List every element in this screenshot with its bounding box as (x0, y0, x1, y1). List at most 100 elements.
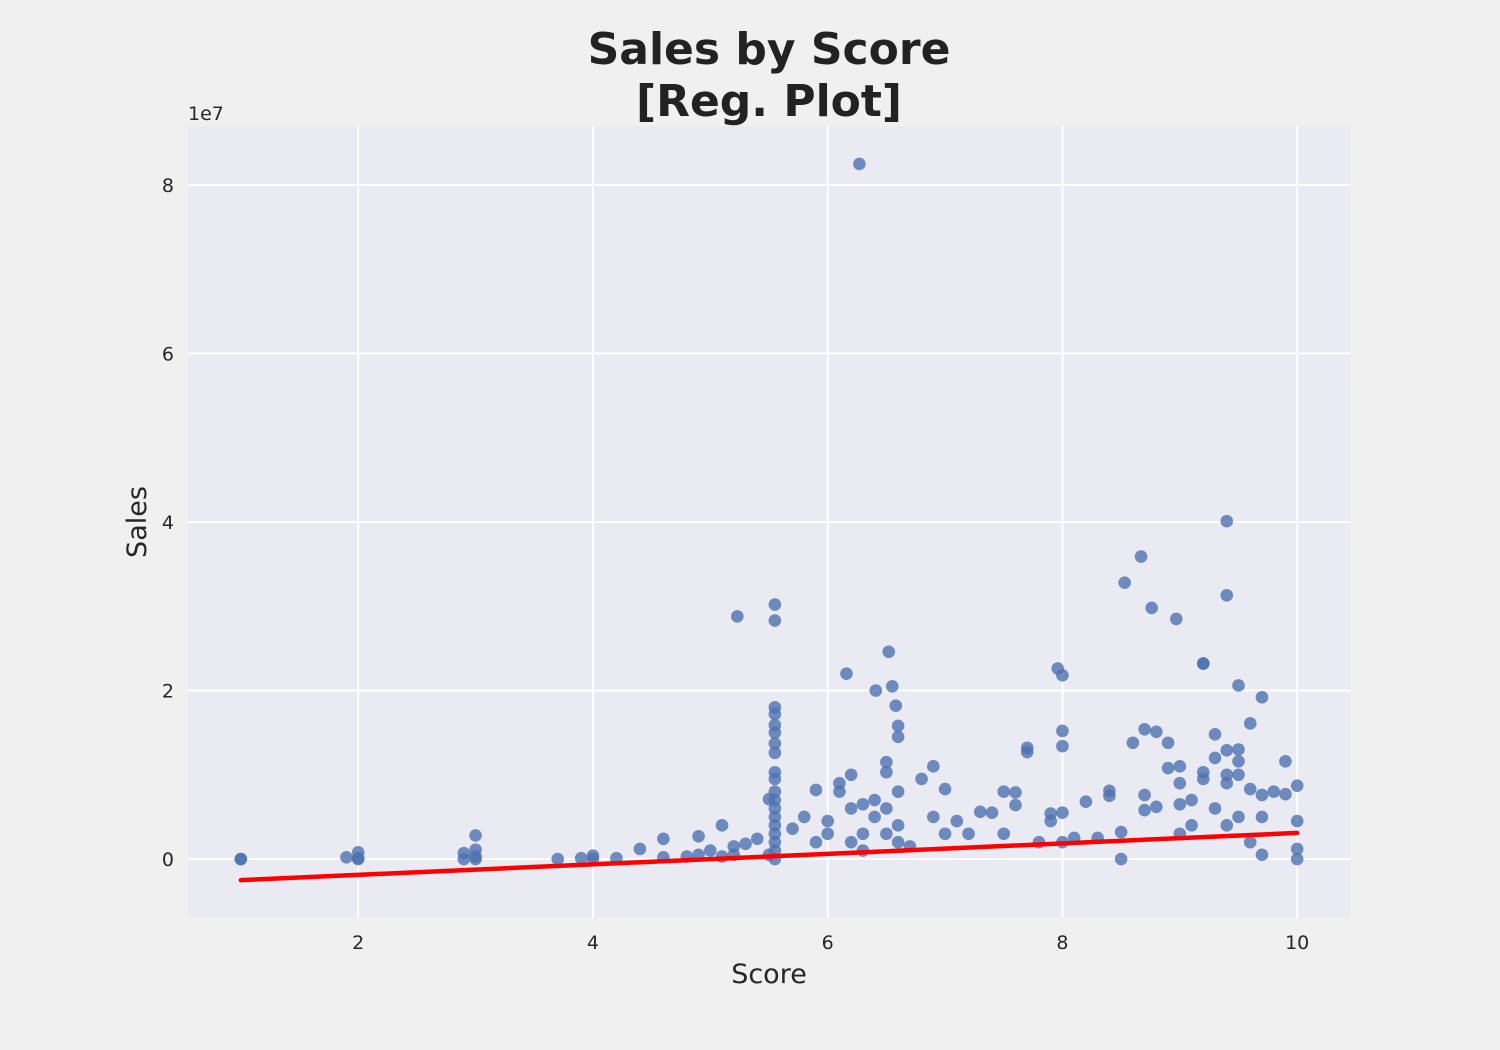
scatter-point (927, 760, 940, 773)
scatter-point (768, 614, 782, 627)
scatter-point (1290, 842, 1304, 856)
scatter-point (880, 765, 893, 779)
scatter-point (938, 827, 952, 841)
scatter-point (1220, 768, 1234, 782)
scatter-point (950, 814, 964, 828)
scatter-point (1169, 612, 1183, 626)
scatter-point (469, 843, 482, 857)
scatter-point (891, 730, 905, 744)
scatter-point (821, 814, 834, 828)
scatter-point (1134, 550, 1148, 563)
scatter-point (1232, 743, 1245, 756)
scatter-point (973, 805, 987, 819)
scatter-point (868, 810, 881, 824)
scatter-point (1232, 768, 1245, 782)
x-tick-label: 10 (1285, 932, 1309, 954)
regression-line-group (238, 830, 1300, 883)
scatter-point (1290, 852, 1304, 866)
scatter-point (868, 793, 881, 807)
regression-line (238, 830, 1300, 883)
scatter-point (1279, 754, 1292, 768)
scatter-point (469, 829, 482, 842)
scatter-point (1243, 717, 1257, 730)
scatter-point (997, 785, 1011, 798)
chart-title-line-2: [Reg. Plot] (636, 76, 902, 127)
scatter-point (997, 827, 1011, 841)
scatter-point (915, 772, 928, 786)
grid-lines (188, 126, 1350, 918)
scatter-point (768, 701, 782, 714)
x-axis-label: Score (731, 959, 807, 990)
scatter-point (1255, 848, 1269, 862)
scatter-point (715, 819, 729, 832)
scatter-point (891, 835, 905, 849)
scatter-point (340, 851, 353, 864)
scatter-point (1196, 765, 1210, 779)
scatter-point (1220, 744, 1234, 757)
scatter-point (840, 667, 853, 680)
scatter-point (1243, 782, 1257, 796)
scatter-point (731, 610, 744, 623)
scatter-point (1145, 601, 1158, 615)
scatter-point (1138, 788, 1151, 802)
scatter-point (809, 835, 823, 849)
scatter-point (891, 719, 905, 733)
scatter-point (234, 852, 248, 866)
scatter-point (1208, 802, 1222, 815)
scatter-point (844, 768, 858, 782)
scatter-point (1290, 779, 1304, 793)
scatter-point (692, 829, 705, 843)
scatter-point (844, 835, 858, 849)
scatter-point (853, 157, 866, 171)
y-axis-offset-label: 1e7 (188, 103, 224, 125)
scatter-point (1103, 784, 1116, 798)
x-tick-label: 4 (587, 932, 599, 954)
scatter-point (768, 765, 782, 779)
scatter-point (1009, 786, 1022, 799)
scatter-point (633, 842, 647, 856)
y-tick-label: 6 (162, 343, 174, 365)
scatter-point (1138, 803, 1151, 817)
scatter-point (586, 849, 600, 862)
scatter-point (551, 852, 565, 866)
scatter-point (1220, 819, 1234, 832)
scatter-point (704, 844, 717, 857)
y-tick-label: 0 (162, 849, 174, 871)
scatter-point (891, 785, 905, 798)
scatter-point (1079, 795, 1093, 809)
scatter-point (1118, 576, 1131, 589)
scatter-point (1185, 819, 1198, 832)
scatter-point (1279, 787, 1292, 801)
scatter-point (1208, 751, 1222, 765)
scatter-point (869, 684, 883, 697)
chart-title-line-1: Sales by Score (588, 24, 951, 75)
scatter-point (880, 802, 893, 815)
scatter-point (786, 822, 799, 835)
scatter-point (889, 699, 903, 712)
scatter-point (768, 598, 782, 611)
scatter-point (1150, 725, 1163, 739)
scatter-point (1150, 800, 1163, 814)
scatter-point (768, 737, 782, 750)
scatter-point (1232, 754, 1245, 768)
scatter-point (833, 776, 846, 790)
scatter-point (821, 827, 834, 841)
scatter-point (1056, 669, 1069, 682)
scatter-point (985, 806, 999, 819)
scatter-point (927, 810, 940, 824)
scatter-point (1056, 724, 1069, 738)
scatter-point (1056, 739, 1069, 753)
y-axis-label: Sales (122, 486, 153, 558)
scatter-point (750, 832, 764, 846)
scatter-point (1161, 736, 1175, 750)
scatter-point (885, 679, 899, 693)
scatter-point (657, 832, 670, 846)
scatter-point (809, 783, 823, 797)
scatter-point (1173, 776, 1187, 790)
y-tick-label: 2 (162, 681, 174, 703)
scatter-point (1173, 797, 1187, 811)
x-tick-label: 2 (352, 932, 364, 954)
scatter-points (234, 157, 1304, 866)
scatter-point (1020, 741, 1034, 755)
